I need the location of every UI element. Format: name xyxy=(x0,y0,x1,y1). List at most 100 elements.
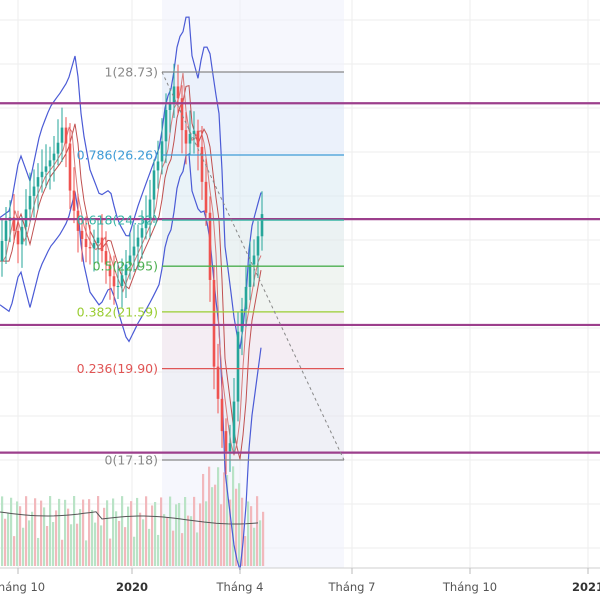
volume-bar xyxy=(244,536,247,566)
volume-bar xyxy=(232,466,235,566)
volume-bar xyxy=(139,512,142,566)
candle-body xyxy=(96,237,100,243)
volume-bar xyxy=(109,538,112,566)
candle-body xyxy=(72,190,76,211)
fib-level-label: 0.618(24.32) xyxy=(77,213,158,228)
volume-bar xyxy=(145,496,148,566)
volume-bar xyxy=(25,496,28,566)
candle-body xyxy=(28,195,32,210)
candle-body xyxy=(84,238,88,248)
volume-bar xyxy=(1,496,4,566)
volume-bar xyxy=(103,507,106,566)
candle-body xyxy=(260,214,264,237)
volume-bar xyxy=(115,511,118,566)
candle-body xyxy=(60,127,64,143)
volume-bar xyxy=(220,504,223,566)
candle-body xyxy=(64,127,68,144)
volume-bar xyxy=(190,516,193,566)
volume-bar xyxy=(82,499,85,566)
candle-body xyxy=(192,130,196,134)
volume-bar xyxy=(97,496,100,566)
volume-bar xyxy=(238,483,241,566)
volume-bar xyxy=(49,496,52,566)
candle-body xyxy=(100,237,104,252)
bollinger-middle-band xyxy=(0,84,262,460)
x-ticks-group: Tháng 10 2020 Tháng 4 Tháng 7 Tháng 10 2021 xyxy=(0,568,600,594)
volume-bar xyxy=(154,502,157,566)
volume-bar xyxy=(142,519,145,566)
candle-body xyxy=(172,86,176,104)
volume-bar xyxy=(85,540,88,566)
candle-body xyxy=(236,331,240,402)
volume-bar xyxy=(40,500,43,566)
volume-bar xyxy=(130,501,133,566)
candle-body xyxy=(128,255,132,265)
volume-bar xyxy=(19,506,22,566)
candle-body xyxy=(256,236,260,256)
candle-body xyxy=(44,166,48,172)
candle-body xyxy=(0,240,4,262)
candle-body xyxy=(152,170,156,200)
volume-bar xyxy=(79,509,82,566)
x-tick-label: 2021 xyxy=(572,580,600,594)
volume-bar xyxy=(61,539,64,566)
volume-bar xyxy=(172,530,175,566)
fib-level-label: 1(28.73) xyxy=(105,65,159,80)
fib-zone xyxy=(162,311,344,369)
fib-levels-group: 1(28.73) 0.786(26.26) 0.618(24.32) 0.5(22.9… xyxy=(77,65,344,468)
bollinger-upper-band xyxy=(0,16,262,349)
volume-bar xyxy=(133,536,136,566)
candle-body xyxy=(56,142,60,154)
candle-body xyxy=(52,153,56,161)
volume-bar xyxy=(4,518,7,566)
volume-group xyxy=(0,466,265,566)
candle-body xyxy=(180,98,184,131)
candle-body xyxy=(108,264,112,277)
volume-bar xyxy=(13,536,16,566)
volume-bar xyxy=(259,520,262,566)
volume-bar xyxy=(100,525,103,566)
x-tick-label: Tháng 4 xyxy=(216,580,264,594)
candle-body xyxy=(184,130,188,144)
volume-bar xyxy=(64,499,67,566)
candle-body xyxy=(136,237,140,247)
volume-bar xyxy=(235,488,238,566)
volume-bar xyxy=(28,520,31,566)
volume-bar xyxy=(148,528,151,566)
volume-bar xyxy=(118,520,121,566)
candle-body xyxy=(160,141,164,162)
volume-bar xyxy=(16,501,19,566)
volume-bar xyxy=(211,487,214,566)
volume-bar xyxy=(31,511,34,566)
volume-bar xyxy=(46,526,49,566)
volume-bar xyxy=(94,522,97,566)
volume-bar xyxy=(55,510,58,566)
candle-body xyxy=(220,398,224,432)
candle-body xyxy=(188,133,192,144)
candle-body xyxy=(4,220,8,241)
candle-body xyxy=(32,186,36,196)
candle-body xyxy=(212,279,216,367)
candle-body xyxy=(228,443,232,452)
volume-bar xyxy=(112,498,115,566)
volume-bar xyxy=(196,532,199,566)
volume-bar xyxy=(214,484,217,566)
volume-bar xyxy=(121,496,124,566)
candle-body xyxy=(124,264,128,276)
candle-body xyxy=(176,86,180,99)
candle-body xyxy=(164,109,168,142)
volume-bar xyxy=(226,475,229,566)
volume-bar xyxy=(175,504,178,566)
volume-bar xyxy=(58,498,61,566)
volume-bar xyxy=(52,522,55,566)
volume-bar xyxy=(181,533,184,566)
volume-bar xyxy=(136,497,139,566)
volume-bar xyxy=(106,500,109,566)
x-tick-label: Tháng 10 xyxy=(0,580,45,594)
candle-body xyxy=(244,286,248,310)
candle-body xyxy=(80,230,84,239)
fib-level-label: 0.5(22.95) xyxy=(93,259,158,274)
candle-body xyxy=(196,130,200,147)
candle-body xyxy=(232,401,236,444)
volume-bar xyxy=(241,497,244,566)
